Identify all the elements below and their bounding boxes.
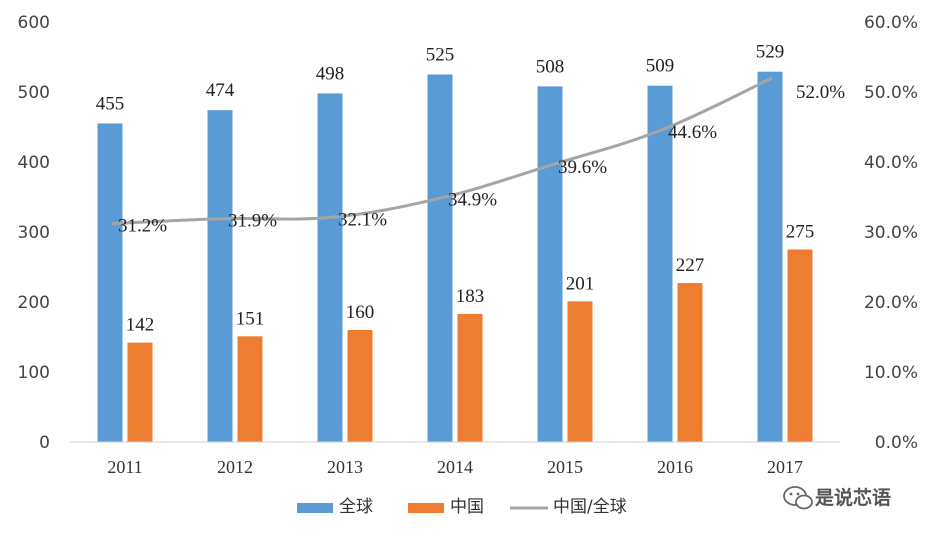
data-label-ratio: 31.2% (118, 216, 167, 237)
bar-global (207, 110, 233, 442)
x-axis-tick-label: 2016 (657, 457, 693, 477)
left-axis-tick-label: 600 (18, 13, 50, 33)
right-axis-tick-label: 60.0% (864, 13, 918, 33)
right-axis-tick-label: 30.0% (864, 223, 918, 243)
x-axis-tick-label: 2015 (547, 457, 583, 477)
legend-swatch-global (297, 503, 333, 513)
data-label-global: 455 (96, 94, 125, 115)
left-axis: 0 100 200 300 400 500 600 (18, 13, 50, 453)
legend: 全球 中国 中国/全球 (297, 497, 627, 517)
data-label-ratio: 31.9% (228, 211, 277, 232)
plot-area: 455 474 498 525 508 509 529 142 151 160 183 201 227 2… (96, 42, 845, 443)
bar-china (567, 301, 593, 442)
data-label-global: 525 (426, 45, 455, 66)
bar-china (677, 283, 703, 442)
data-label-global: 529 (756, 42, 785, 63)
legend-label-ratio: 中国/全球 (553, 497, 627, 517)
bar-china (127, 342, 153, 442)
x-axis-tick-label: 2017 (767, 457, 803, 477)
left-axis-tick-label: 300 (18, 223, 50, 243)
watermark: 是说芯语 (783, 486, 891, 510)
data-label-china: 227 (676, 255, 705, 276)
data-label-global: 508 (536, 56, 565, 77)
left-axis-tick-label: 100 (18, 363, 50, 383)
bar-china (237, 336, 263, 442)
left-axis-tick-label: 500 (18, 83, 50, 103)
wechat-icon (783, 486, 813, 510)
bar-global (427, 74, 453, 442)
x-axis-tick-label: 2012 (217, 457, 253, 477)
legend-label-china: 中国 (450, 497, 484, 517)
right-axis: 0.0% 10.0% 20.0% 30.0% 40.0% 50.0% 60.0% (864, 13, 918, 453)
data-label-ratio: 52.0% (796, 82, 845, 103)
bar-global (757, 71, 783, 442)
right-axis-tick-label: 0.0% (875, 433, 918, 453)
line-china-global-ratio (111, 76, 773, 226)
data-label-china: 160 (346, 302, 375, 323)
right-axis-tick-label: 10.0% (864, 363, 918, 383)
data-label-global: 509 (646, 56, 675, 77)
legend-label-global: 全球 (339, 497, 373, 517)
data-label-china: 275 (786, 222, 815, 243)
left-axis-tick-label: 0 (39, 433, 50, 453)
right-axis-tick-label: 20.0% (864, 293, 918, 313)
x-axis-tick-label: 2011 (107, 457, 142, 477)
data-label-ratio: 44.6% (668, 122, 717, 143)
left-axis-tick-label: 200 (18, 293, 50, 313)
bar-china (347, 330, 373, 442)
right-axis-tick-label: 40.0% (864, 153, 918, 173)
right-axis-tick-label: 50.0% (864, 83, 918, 103)
data-label-china: 183 (456, 286, 485, 307)
data-label-ratio: 32.1% (338, 209, 387, 230)
bar-china (787, 249, 813, 442)
left-axis-tick-label: 400 (18, 153, 50, 173)
x-axis-tick-label: 2014 (437, 457, 473, 477)
data-label-china: 142 (126, 315, 155, 336)
data-label-china: 201 (566, 273, 595, 294)
bar-global (97, 123, 123, 442)
data-label-china: 151 (236, 308, 265, 329)
x-axis-tick-label: 2013 (327, 457, 363, 477)
legend-swatch-china (408, 503, 444, 513)
data-label-ratio: 39.6% (558, 157, 607, 178)
bar-global (537, 86, 563, 443)
bar-global (647, 85, 673, 442)
x-axis: 2011 2012 2013 2014 2015 2016 2017 (70, 441, 840, 477)
bar-china (457, 313, 483, 442)
data-label-global: 474 (206, 80, 235, 101)
data-label-ratio: 34.9% (448, 190, 497, 211)
bar-global (317, 93, 343, 443)
watermark-text: 是说芯语 (815, 486, 891, 509)
data-label-global: 498 (316, 63, 345, 84)
